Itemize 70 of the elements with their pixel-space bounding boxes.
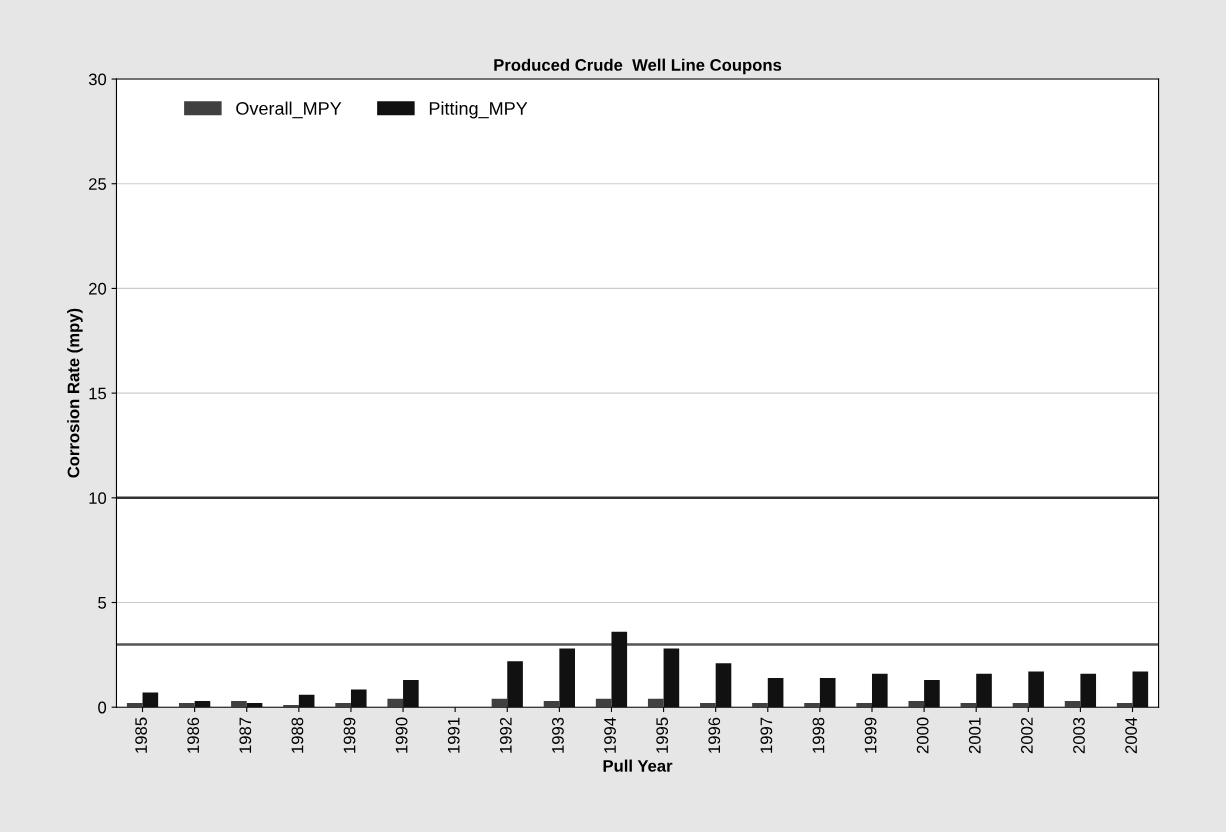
y-tick-label: 25 bbox=[89, 178, 107, 190]
y-tick-label: 0 bbox=[98, 701, 107, 714]
bar bbox=[1012, 703, 1029, 708]
bar bbox=[595, 698, 612, 708]
bar bbox=[647, 698, 664, 708]
bar bbox=[543, 700, 560, 708]
bar bbox=[387, 698, 404, 708]
bar bbox=[194, 700, 211, 708]
y-tick-label: 10 bbox=[89, 492, 107, 505]
bar bbox=[960, 703, 977, 708]
x-tick-label: 2003 bbox=[1073, 717, 1085, 754]
chart-title: Produced Crude Well Line Coupons bbox=[494, 58, 782, 75]
bar bbox=[283, 705, 299, 708]
x-tick-label: 1996 bbox=[708, 717, 721, 753]
x-tick-label: 1985 bbox=[135, 717, 147, 753]
bar bbox=[403, 679, 419, 708]
bar bbox=[142, 692, 159, 708]
bar bbox=[179, 703, 195, 708]
x-tick-label: 1997 bbox=[760, 717, 773, 753]
bar bbox=[804, 703, 820, 708]
x-tick-label: 1991 bbox=[447, 717, 460, 753]
bar bbox=[1132, 671, 1149, 708]
x-tick-label: 1988 bbox=[291, 717, 304, 753]
y-axis-title: Corrosion Rate (mpy) bbox=[67, 308, 83, 478]
bar bbox=[767, 677, 784, 708]
legend-label: Overall_MPY bbox=[236, 101, 342, 119]
y-tick-label: 5 bbox=[98, 597, 107, 609]
bar bbox=[752, 703, 768, 708]
bar bbox=[611, 631, 628, 708]
bar bbox=[126, 703, 143, 708]
x-tick-label: 1998 bbox=[812, 717, 825, 753]
x-tick-label: 1995 bbox=[656, 717, 669, 753]
bar bbox=[246, 703, 263, 708]
y-tick-label: 20 bbox=[89, 282, 107, 295]
bar bbox=[976, 673, 992, 708]
bar bbox=[715, 663, 732, 708]
bar bbox=[856, 703, 872, 708]
x-tick-label: 2001 bbox=[968, 717, 981, 754]
x-tick-label: 1992 bbox=[499, 717, 512, 753]
bar bbox=[819, 677, 836, 708]
y-tick-label: 15 bbox=[89, 387, 107, 400]
bar bbox=[871, 673, 888, 708]
x-tick-label: 1987 bbox=[239, 717, 252, 753]
x-tick-label: 1994 bbox=[604, 717, 616, 753]
x-tick-label: 1990 bbox=[395, 717, 408, 753]
x-axis-title: Pull Year bbox=[603, 759, 673, 772]
x-tick-label: 2004 bbox=[1125, 717, 1137, 754]
bar bbox=[908, 700, 925, 708]
bar bbox=[1064, 700, 1081, 708]
bar bbox=[663, 648, 680, 708]
bar bbox=[491, 698, 508, 708]
bar bbox=[559, 648, 575, 708]
y-tick-label: 30 bbox=[88, 73, 107, 86]
bar bbox=[350, 689, 367, 708]
x-tick-label: 1989 bbox=[343, 717, 356, 753]
x-tick-label: 1986 bbox=[187, 717, 200, 753]
bar bbox=[231, 700, 247, 708]
x-tick-label: 2000 bbox=[916, 717, 929, 754]
bar bbox=[1116, 703, 1133, 708]
bar bbox=[1028, 671, 1044, 708]
x-tick-label: 2002 bbox=[1020, 717, 1033, 754]
bar bbox=[1080, 673, 1097, 708]
x-tick-label: 1999 bbox=[864, 717, 877, 753]
bar bbox=[924, 679, 940, 708]
x-tick-label: 1993 bbox=[552, 717, 564, 753]
bar bbox=[335, 703, 351, 708]
bar bbox=[298, 694, 315, 708]
bar bbox=[507, 661, 523, 708]
bar bbox=[700, 703, 716, 708]
legend-label: Pitting_MPY bbox=[429, 101, 528, 119]
